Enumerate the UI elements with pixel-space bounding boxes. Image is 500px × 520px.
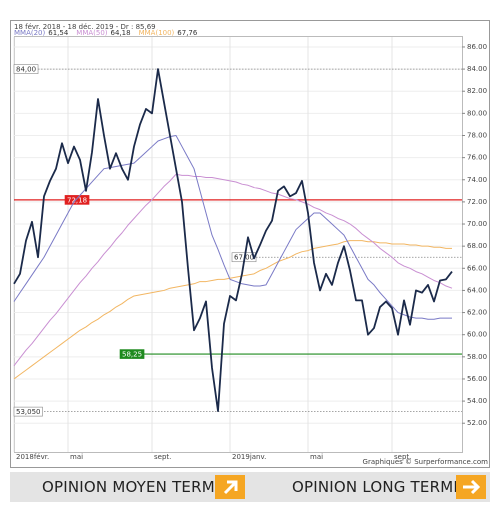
price-line	[13, 68, 453, 412]
y-tick-label: 72.00	[467, 198, 487, 206]
y-tick-label: 64.00	[467, 286, 487, 294]
level-label-box	[64, 195, 90, 205]
y-tick-label: 62.00	[467, 309, 487, 317]
arrow-glyph	[223, 480, 238, 495]
x-tick-label: mai	[310, 453, 323, 461]
level-label: 72,18	[67, 196, 87, 204]
arrow-icon[interactable]	[215, 475, 245, 499]
level-label-box	[13, 64, 39, 74]
chart-header: 18 févr. 2018 - 18 déc. 2019 - Dr : 85,6…	[14, 23, 156, 31]
legend-value: 61,54	[48, 29, 69, 37]
ma-line	[13, 173, 453, 366]
y-tick-label: 70.00	[467, 220, 487, 228]
ma-line	[13, 240, 452, 380]
x-tick-label: 2019janv.	[232, 453, 266, 461]
y-tick-label: 78.00	[467, 131, 487, 139]
y-tick-label: 82.00	[467, 87, 487, 95]
y-tick-label: 66.00	[467, 264, 487, 272]
y-tick-label: 74.00	[467, 176, 487, 184]
legend-value: 64,18	[111, 29, 131, 37]
level-label: 53,050	[16, 408, 41, 416]
level-label: 84,00	[16, 66, 36, 74]
y-tick-label: 86.00	[467, 43, 487, 51]
level-label-box	[119, 349, 145, 359]
level-label: 58,25	[122, 351, 142, 359]
x-tick-label: mai	[70, 453, 83, 461]
y-tick-label: 52.00	[467, 419, 487, 427]
chart: 18 févr. 2018 - 18 déc. 2019 - Dr : 85,6…	[10, 20, 490, 468]
x-tick-label: sept.	[394, 453, 411, 461]
y-tick-label: 56.00	[467, 375, 487, 383]
y-tick-label: 68.00	[467, 242, 487, 250]
y-tick-label: 54.00	[467, 397, 487, 405]
opinion-button[interactable]: OPINION MOYEN TERME	[42, 478, 225, 496]
opinion-button[interactable]: OPINION LONG TERME	[292, 478, 464, 496]
legend-value: 67,76	[177, 29, 198, 37]
legend-label: MMA(100)	[139, 29, 175, 37]
credit: Graphiques © Surperformance.com	[363, 458, 489, 466]
y-tick-label: 80.00	[467, 109, 487, 117]
y-tick-label: 60.00	[467, 331, 487, 339]
arrow-icon[interactable]	[456, 475, 486, 499]
y-tick-label: 58.00	[467, 353, 487, 361]
level-label-box	[13, 406, 43, 417]
legend-label: MMA(20)	[14, 29, 46, 37]
y-tick-label: 84.00	[467, 65, 487, 73]
x-tick-label: sept.	[154, 453, 171, 461]
y-tick-label: 76.00	[467, 154, 487, 162]
legend-label: MMA(50)	[76, 29, 108, 37]
x-tick-label: 2018févr.	[16, 453, 49, 461]
arrow-glyph	[463, 479, 481, 495]
opinion-bar: OPINION MOYEN TERME OPINION LONG TERME	[10, 472, 490, 502]
